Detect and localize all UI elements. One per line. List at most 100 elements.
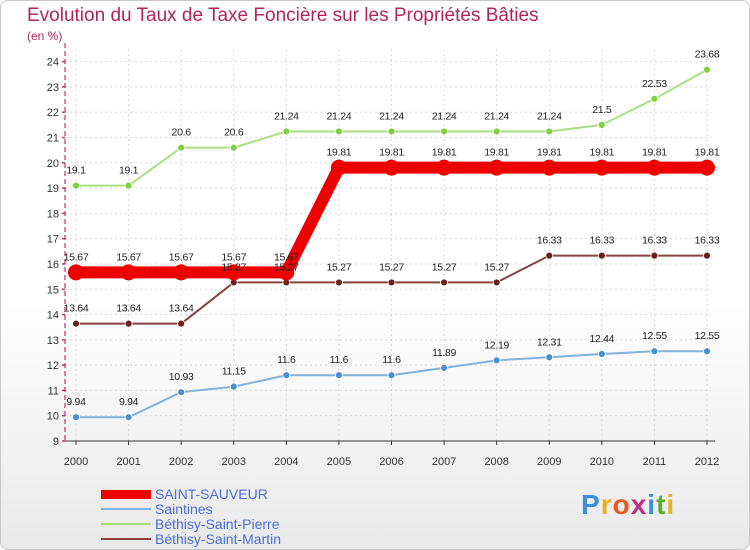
x-tick-label: 2012 [695, 456, 719, 468]
data-point [68, 264, 84, 281]
data-point [282, 371, 291, 380]
data-point [492, 127, 501, 136]
data-point [650, 251, 659, 260]
data-point [703, 347, 711, 356]
data-label: 11.89 [432, 347, 456, 359]
data-label: 16.33 [589, 235, 614, 247]
legend-label: Béthisy-Saint-Martin [155, 531, 282, 547]
y-tick-label: 12 [47, 360, 59, 372]
data-label: 21.5 [592, 104, 612, 116]
data-label: 16.33 [695, 235, 720, 247]
data-point [545, 127, 554, 136]
data-point [387, 127, 396, 136]
data-label: 21.24 [537, 110, 562, 122]
data-label: 19.81 [327, 147, 352, 159]
data-point [335, 278, 343, 287]
data-point [72, 413, 80, 422]
data-point [387, 371, 396, 380]
data-point [650, 94, 659, 103]
data-label: 19.1 [66, 165, 86, 177]
y-tick-label: 20 [47, 158, 59, 170]
y-tick-label: 16 [47, 259, 59, 271]
data-label: 21.24 [327, 110, 352, 122]
data-label: 16.33 [642, 235, 667, 247]
data-label: 15.27 [379, 261, 404, 273]
data-label: 12.19 [484, 339, 509, 351]
data-label: 13.64 [64, 303, 89, 315]
data-label: 11.6 [277, 354, 296, 366]
logo-letter: i [666, 489, 676, 520]
logo-letter: r [600, 489, 613, 520]
data-point [440, 364, 448, 372]
data-point [225, 264, 242, 281]
y-tick-label: 22 [47, 107, 59, 119]
legend-label: Béthisy-Saint-Pierre [155, 516, 280, 532]
proxiti-logo: Proxiti [581, 489, 675, 521]
data-label: 19.81 [642, 147, 667, 159]
data-label: 15.27 [432, 261, 457, 273]
data-point [335, 371, 343, 380]
x-tick-label: 2010 [590, 456, 614, 468]
data-point [282, 127, 291, 136]
data-label: 20.6 [172, 127, 192, 139]
data-label: 15.67 [64, 251, 89, 263]
x-tick-label: 2009 [537, 456, 561, 468]
data-label: 15.67 [116, 251, 141, 263]
data-point [383, 159, 400, 176]
y-tick-label: 24 [47, 57, 59, 69]
logo-letter: P [581, 489, 601, 520]
legend-swatch [101, 489, 151, 499]
data-point [229, 382, 238, 391]
data-point [387, 278, 396, 287]
data-point [177, 388, 186, 397]
data-label: 21.24 [484, 110, 509, 122]
data-point [436, 159, 453, 176]
data-label: 15.27 [327, 261, 352, 273]
data-point [646, 159, 663, 176]
data-point [335, 127, 343, 136]
y-tick-label: 18 [47, 208, 59, 220]
data-label: 15.27 [274, 261, 299, 273]
x-tick-label: 2008 [484, 456, 508, 468]
data-label: 19.81 [537, 147, 562, 159]
data-label: 15.27 [484, 261, 509, 273]
x-tick-label: 2004 [274, 456, 298, 468]
data-label: 16.33 [537, 235, 562, 247]
logo-letter: x [630, 489, 648, 520]
x-tick-label: 2003 [222, 456, 246, 468]
data-label: 19.1 [119, 165, 139, 177]
data-label: 19.81 [432, 147, 457, 159]
x-tick-label: 2011 [643, 456, 667, 468]
legend-label: Saintines [155, 501, 213, 517]
data-point [541, 159, 558, 176]
data-point [72, 319, 80, 328]
data-point [124, 413, 133, 422]
y-tick-label: 9 [53, 436, 59, 448]
data-point [492, 356, 501, 365]
unit-label: (en %) [27, 29, 63, 43]
data-label: 12.55 [695, 330, 720, 342]
data-point [124, 181, 133, 190]
y-tick-label: 19 [47, 183, 59, 195]
data-point [593, 159, 610, 176]
x-tick-label: 2000 [64, 456, 88, 468]
data-label: 15.27 [221, 261, 246, 273]
legend-swatch [101, 508, 151, 510]
y-tick-label: 17 [47, 234, 59, 246]
logo-letter: i [647, 489, 657, 520]
x-tick-label: 2005 [327, 456, 351, 468]
x-tick-label: 2006 [379, 456, 403, 468]
data-label: 9.94 [119, 396, 139, 408]
data-point [703, 251, 711, 260]
x-tick-label: 2001 [116, 456, 140, 468]
data-label: 19.81 [695, 147, 720, 159]
y-tick-label: 15 [47, 284, 59, 296]
y-tick-label: 10 [47, 411, 59, 423]
y-tick-label: 23 [47, 82, 59, 94]
data-point [488, 159, 505, 176]
data-point [177, 143, 186, 152]
data-label: 21.24 [274, 110, 299, 122]
data-point [699, 159, 715, 176]
